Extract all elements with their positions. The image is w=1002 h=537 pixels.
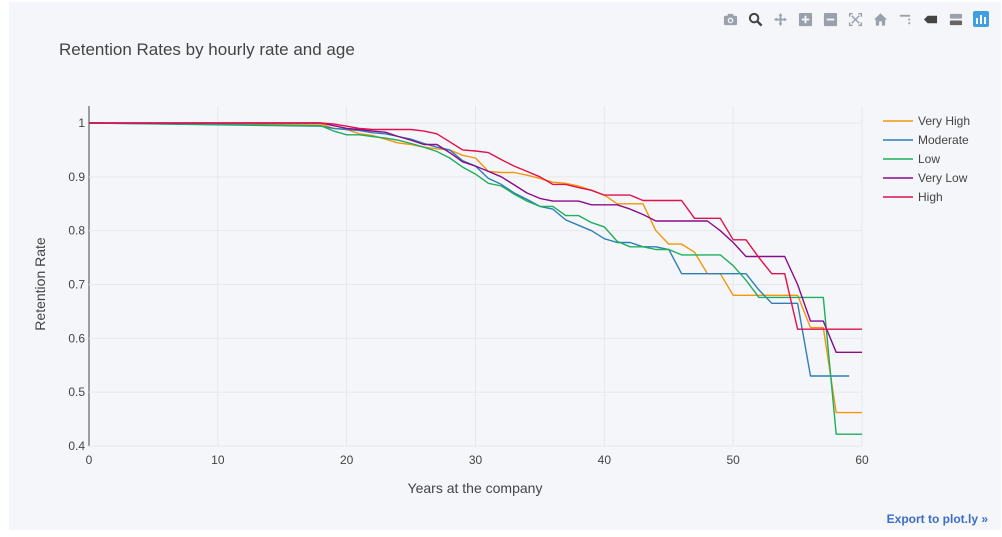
x-tick-label: 50 (726, 453, 740, 467)
y-tick-label: 0.8 (68, 224, 85, 238)
y-tick-label: 1 (78, 116, 85, 130)
legend-label: Low (918, 152, 940, 166)
spike-icon[interactable] (896, 10, 915, 28)
chart-title: Retention Rates by hourly rate and age (59, 40, 355, 59)
modebar (721, 10, 990, 28)
legend-item-high[interactable]: High (883, 190, 943, 204)
legend-label: Moderate (918, 133, 969, 147)
x-axis-label: Years at the company (408, 480, 543, 496)
series-line-very-high[interactable] (88, 122, 862, 414)
grid (88, 106, 863, 447)
legend-label: High (918, 190, 943, 204)
zoom-icon[interactable] (746, 10, 765, 28)
plotly-logo-icon[interactable] (971, 10, 990, 28)
x-tick-label: 10 (211, 453, 225, 467)
zoom-in-icon[interactable] (796, 10, 815, 28)
legend-item-very-high[interactable]: Very High (883, 114, 970, 128)
zoom-out-icon[interactable] (821, 10, 840, 28)
x-tick-label: 0 (86, 453, 93, 467)
x-tick-label: 30 (469, 453, 483, 467)
camera-icon[interactable] (721, 10, 740, 28)
y-tick-label: 0.7 (68, 278, 85, 292)
legend-label: Very High (918, 114, 970, 128)
autoscale-icon[interactable] (846, 10, 865, 28)
y-tick-label: 0.5 (68, 385, 85, 399)
legend-label: Very Low (918, 171, 968, 185)
y-axis-label: Retention Rate (32, 237, 48, 331)
export-link[interactable]: Export to plot.ly » (886, 512, 988, 526)
x-axis-ticks: 0 10 20 30 40 50 60 (86, 453, 869, 467)
legend-item-low[interactable]: Low (883, 152, 940, 166)
y-axis-ticks: 0.4 0.5 0.6 0.7 0.8 0.9 1 (68, 116, 85, 453)
series-line-very-low[interactable] (89, 122, 862, 353)
series-line-low[interactable] (88, 122, 862, 435)
legend-item-moderate[interactable]: Moderate (883, 133, 969, 147)
legend[interactable]: Very High Moderate Low Very Low High (883, 114, 970, 204)
x-tick-label: 40 (598, 453, 612, 467)
home-icon[interactable] (871, 10, 890, 28)
x-tick-label: 20 (340, 453, 354, 467)
legend-item-very-low[interactable]: Very Low (883, 171, 968, 185)
y-tick-label: 0.9 (68, 170, 85, 184)
pan-icon[interactable] (771, 10, 790, 28)
x-tick-label: 60 (855, 453, 869, 467)
hover-compare-icon[interactable] (946, 10, 965, 28)
hover-closest-icon[interactable] (921, 10, 940, 28)
series-lines (88, 122, 862, 435)
series-line-high[interactable] (89, 122, 862, 330)
y-tick-label: 0.6 (68, 331, 85, 345)
y-tick-label: 0.4 (68, 439, 85, 453)
plot-background (9, 2, 1001, 530)
